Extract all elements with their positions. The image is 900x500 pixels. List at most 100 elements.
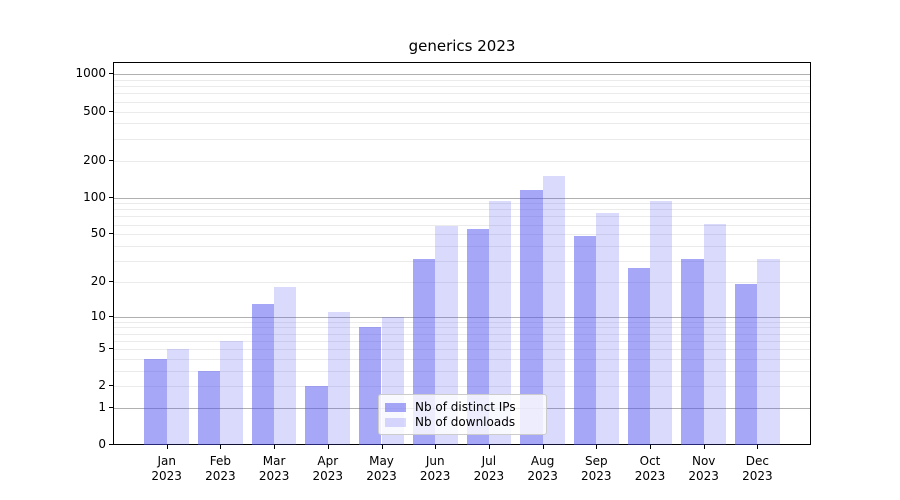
gridline-minor	[114, 101, 810, 103]
bar-nb-of-downloads	[596, 212, 619, 446]
y-tick-label: 10	[90, 308, 106, 323]
x-tick-mark	[542, 445, 544, 449]
bar-nb-of-distinct-ips	[198, 370, 221, 446]
gridline-minor	[114, 111, 810, 113]
legend-label-distinct-ips: Nb of distinct IPs	[415, 400, 516, 414]
y-tick-label: 1000	[75, 66, 106, 81]
gridline-minor	[114, 333, 810, 335]
x-tick-label-year: 2023	[312, 469, 344, 483]
x-tick-label: Feb 2023	[190, 454, 250, 484]
x-tick-label: Dec 2023	[727, 454, 787, 484]
x-tick-label-month: Jun	[425, 454, 445, 468]
y-tick-label: 100	[83, 189, 106, 204]
y-tick-label: 20	[90, 273, 106, 288]
bar-nb-of-downloads	[650, 201, 673, 446]
x-tick-label-year: 2023	[527, 469, 558, 483]
plot-area	[113, 62, 811, 446]
y-tick-mark	[109, 159, 113, 161]
bar-nb-of-distinct-ips	[681, 259, 704, 446]
x-tick-mark	[703, 445, 705, 449]
x-tick-label: Jul 2023	[459, 454, 519, 484]
x-tick-label-month: Sep	[584, 454, 608, 468]
bar-nb-of-distinct-ips	[735, 284, 758, 446]
gridline-minor	[114, 234, 810, 236]
gridline-minor	[114, 358, 810, 360]
gridline-minor	[114, 160, 810, 162]
gridline-minor	[114, 340, 810, 342]
bar-nb-of-downloads	[488, 200, 512, 446]
y-tick-mark	[109, 444, 113, 446]
gridline-major	[114, 74, 810, 76]
y-tick-mark	[109, 110, 113, 112]
gridline-major	[114, 197, 810, 199]
x-tick-label-year: 2023	[205, 469, 236, 483]
x-tick-mark	[381, 445, 383, 449]
x-tick-mark	[166, 445, 168, 449]
legend-item-downloads: Nb of downloads	[385, 415, 538, 429]
y-tick-mark	[109, 233, 113, 235]
gridline-minor	[114, 349, 810, 351]
x-tick-label: Apr 2023	[298, 454, 358, 484]
y-tick-mark	[109, 280, 113, 282]
bar-nb-of-downloads	[542, 175, 565, 446]
x-tick-mark	[650, 445, 651, 449]
gridline-minor	[114, 281, 810, 283]
x-tick-mark	[435, 445, 437, 449]
gridline-minor	[114, 86, 810, 88]
y-tick-label: 5	[98, 341, 106, 356]
bar-nb-of-downloads	[327, 311, 351, 446]
y-tick-label: 500	[83, 103, 106, 118]
gridline-minor	[114, 327, 810, 329]
gridline-minor	[114, 209, 810, 211]
y-tick-mark	[109, 348, 113, 350]
legend-label-downloads: Nb of downloads	[415, 415, 516, 429]
x-tick-label: Mar 2023	[244, 454, 304, 484]
bar-nb-of-distinct-ips	[359, 327, 382, 446]
y-tick-label: 200	[83, 152, 106, 167]
x-tick-label-month: Mar	[262, 454, 286, 468]
gridline-minor	[114, 386, 810, 388]
bar-nb-of-distinct-ips	[251, 303, 275, 446]
x-tick-label: Oct 2023	[620, 454, 680, 484]
x-tick-mark	[488, 445, 490, 449]
gridline-minor	[114, 224, 810, 226]
gridline-minor	[114, 370, 810, 372]
x-tick-label: Nov 2023	[674, 454, 734, 484]
bar-nb-of-distinct-ips	[573, 236, 597, 446]
x-tick-label-month: Nov	[691, 454, 716, 468]
bar-nb-of-downloads	[220, 340, 243, 446]
x-tick-label-month: Aug	[530, 454, 555, 468]
y-tick-label: 50	[90, 226, 106, 241]
bar-nb-of-distinct-ips	[305, 386, 328, 446]
x-tick-label-year: 2023	[742, 469, 773, 483]
bar-nb-of-distinct-ips	[520, 190, 543, 446]
bar-nb-of-distinct-ips	[627, 268, 650, 446]
y-tick-mark	[109, 385, 113, 387]
y-tick-label: 2	[98, 378, 106, 393]
x-tick-label: May 2023	[352, 454, 412, 484]
x-tick-label: Jun 2023	[405, 454, 465, 484]
bar-nb-of-downloads	[166, 349, 190, 446]
x-tick-label: Aug 2023	[513, 454, 573, 484]
legend: Nb of distinct IPs Nb of downloads	[378, 394, 547, 435]
x-tick-label-year: 2023	[473, 469, 505, 483]
x-tick-mark	[757, 445, 759, 449]
x-tick-label-month: Dec	[745, 454, 769, 468]
x-tick-label: Sep 2023	[566, 454, 626, 484]
gridline-minor	[114, 203, 810, 205]
x-tick-label-year: 2023	[258, 469, 290, 483]
gridline-minor	[114, 321, 810, 323]
bar-nb-of-distinct-ips	[144, 358, 167, 446]
bar-nb-of-downloads	[274, 287, 297, 446]
x-tick-label-year: 2023	[688, 469, 719, 483]
x-tick-label-year: 2023	[581, 469, 612, 483]
x-tick-label-year: 2023	[634, 469, 666, 483]
y-tick-mark	[109, 407, 113, 409]
x-tick-label-month: Apr	[317, 454, 339, 468]
x-tick-label-year: 2023	[151, 469, 182, 483]
x-tick-mark	[327, 445, 329, 449]
gridline-minor	[114, 93, 810, 95]
gridline-minor	[114, 123, 810, 125]
y-tick-mark	[109, 315, 113, 317]
